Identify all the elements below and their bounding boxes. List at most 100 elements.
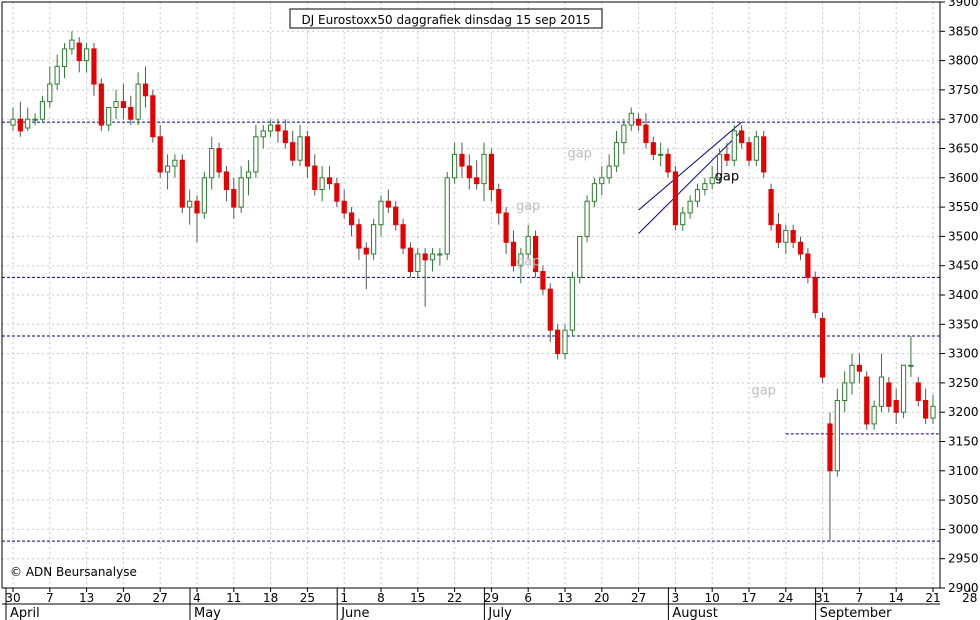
candle-body xyxy=(356,224,362,249)
x-tick-label: 20 xyxy=(116,591,131,605)
candle-body xyxy=(54,65,60,85)
x-tick-label: 21 xyxy=(925,591,940,605)
candle xyxy=(32,113,38,126)
candle-body xyxy=(672,171,678,226)
candle xyxy=(525,224,531,260)
candle-body xyxy=(245,171,252,179)
x-tick-label: 8 xyxy=(377,591,385,605)
x-tick-label: 25 xyxy=(300,591,315,605)
candle-body xyxy=(326,177,333,185)
candle-body xyxy=(172,159,178,167)
candle xyxy=(326,166,333,190)
candle xyxy=(91,43,97,96)
month-label: September xyxy=(820,606,893,620)
candle xyxy=(650,136,656,161)
candle-body xyxy=(746,142,752,161)
candle-body xyxy=(120,101,127,108)
candle-body xyxy=(466,165,472,179)
candle-body xyxy=(84,48,90,62)
y-tick-label: 3500 xyxy=(948,229,979,243)
candle xyxy=(39,95,46,123)
candle-body xyxy=(187,200,193,208)
candle xyxy=(304,130,310,178)
candle xyxy=(415,248,421,278)
candle-body xyxy=(319,177,325,191)
candle xyxy=(606,154,612,184)
candle xyxy=(150,89,156,143)
candle-body xyxy=(856,364,862,372)
candle xyxy=(923,388,929,424)
y-tick-label: 3600 xyxy=(948,171,979,185)
candle xyxy=(591,177,598,208)
candle-body xyxy=(194,200,200,214)
candle xyxy=(363,242,369,290)
candle-body xyxy=(562,329,568,355)
candle xyxy=(753,130,759,167)
candle-body xyxy=(341,200,347,214)
candle xyxy=(672,166,678,231)
y-tick-label: 3050 xyxy=(948,493,979,507)
candle xyxy=(584,195,590,243)
y-tick-label: 3200 xyxy=(948,405,979,419)
candle xyxy=(17,101,23,137)
candle xyxy=(282,119,288,149)
y-tick-label: 3900 xyxy=(948,0,979,9)
candle xyxy=(444,171,450,260)
candle xyxy=(555,324,561,360)
candle-body xyxy=(923,399,929,419)
candle xyxy=(84,43,90,73)
x-tick-label: 6 xyxy=(524,591,532,605)
candle xyxy=(25,107,31,131)
candle-body xyxy=(282,130,288,144)
candle-body xyxy=(238,177,244,208)
gap-labels: gap gap gap gap gap xyxy=(516,146,776,398)
candle xyxy=(790,224,796,249)
watermark: © ADN Beursanalyse xyxy=(10,565,137,579)
candle-body xyxy=(32,118,38,121)
y-tick-label: 3100 xyxy=(948,464,979,478)
month-label: July xyxy=(487,606,512,620)
candle xyxy=(643,113,649,149)
candle-body xyxy=(260,130,266,138)
candle-body xyxy=(518,253,524,267)
y-tick-label: 3850 xyxy=(948,24,979,38)
candle-body xyxy=(415,253,421,273)
gap-label: gap xyxy=(715,170,739,185)
candle xyxy=(474,160,480,190)
candle xyxy=(731,125,737,167)
candle-body xyxy=(547,288,553,331)
y-tick-label: 3150 xyxy=(948,435,979,449)
candle xyxy=(878,353,885,413)
candle-body xyxy=(481,153,487,185)
candle xyxy=(510,230,517,272)
candle-body xyxy=(510,241,517,267)
gap-label: gap xyxy=(751,384,775,399)
candle xyxy=(69,31,75,55)
candle xyxy=(341,189,347,219)
candle-body xyxy=(459,153,465,167)
candle-body xyxy=(540,271,546,290)
candle xyxy=(797,236,804,260)
x-tick-label: 13 xyxy=(557,591,572,605)
candle xyxy=(856,353,862,383)
candle xyxy=(864,371,870,430)
candle-body xyxy=(407,247,414,273)
candle-body xyxy=(878,376,885,407)
x-tick-label: 29 xyxy=(484,591,499,605)
x-tick-label: 1 xyxy=(340,591,348,605)
candle-body xyxy=(739,130,745,144)
candle-body xyxy=(731,130,737,161)
candle xyxy=(613,130,620,172)
candle xyxy=(231,177,237,219)
x-tick-label: 3 xyxy=(672,591,680,605)
candle xyxy=(820,312,826,383)
candle-body xyxy=(275,124,281,132)
candle xyxy=(407,242,414,278)
candle xyxy=(371,218,377,260)
candle xyxy=(466,154,472,190)
candle-body xyxy=(908,364,914,367)
candle-body xyxy=(680,212,686,226)
y-tick-label: 3650 xyxy=(948,142,979,156)
